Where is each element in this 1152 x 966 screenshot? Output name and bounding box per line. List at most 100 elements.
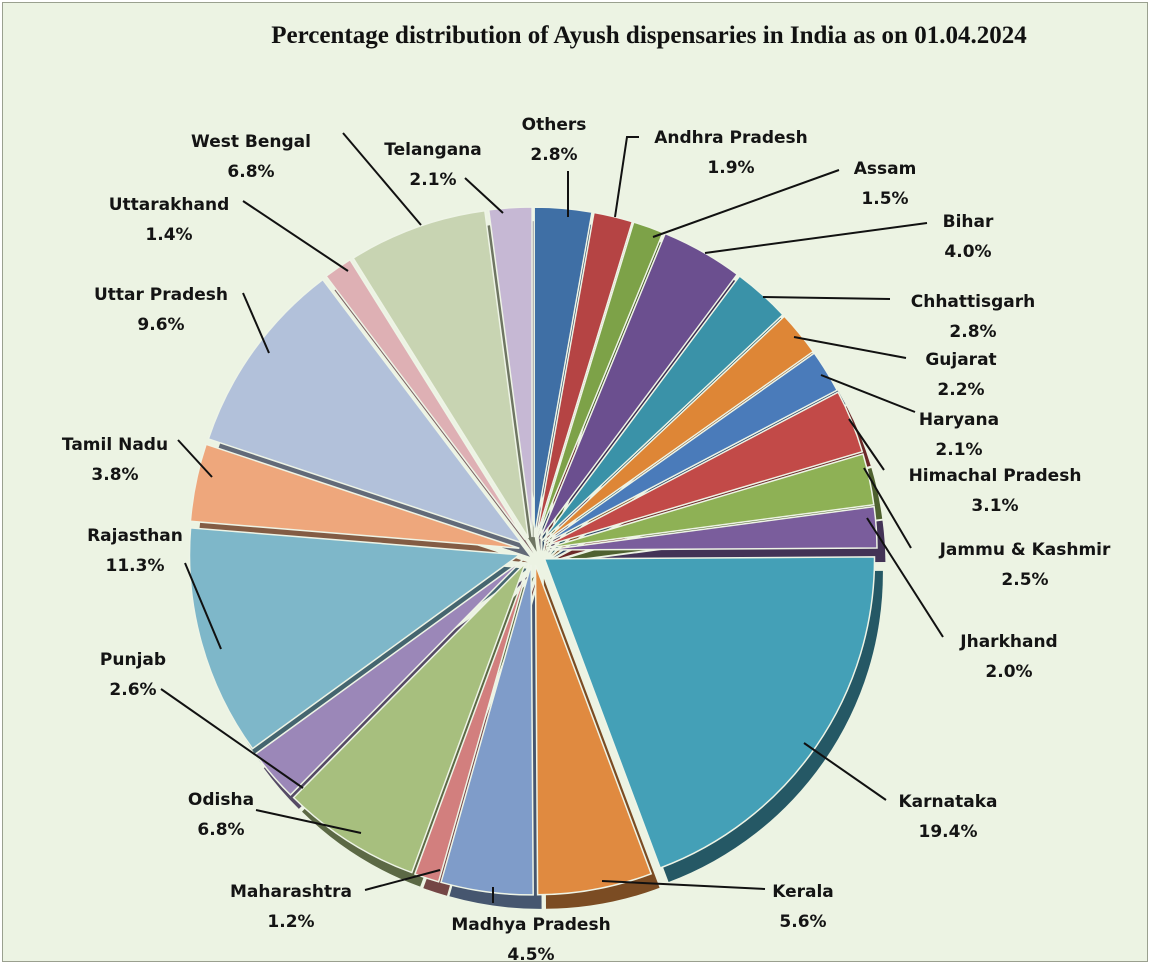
slice-value-assam: 1.5%: [861, 189, 908, 209]
slice-label-bihar: Bihar: [943, 212, 994, 232]
slice-label-kerala: Kerala: [772, 882, 834, 902]
slice-odisha[interactable]: [292, 562, 527, 874]
data-label-west-bengal: West Bengal 6.8%: [191, 132, 311, 182]
data-label-karnataka: Karnataka 19.4%: [899, 792, 998, 842]
slice-label-uttar-pradesh: Uttar Pradesh: [94, 285, 228, 305]
pie-chart: Percentage distribution of Ayush dispens…: [62, 22, 1111, 963]
slice-label-uttarakhand: Uttarakhand: [109, 195, 230, 215]
leader-line-tamil-nadu: [177, 439, 213, 478]
slice-label-maharashtra: Maharashtra: [230, 882, 352, 902]
leader-line-chhattisgarh: [762, 296, 891, 300]
slice-karnataka[interactable]: [543, 556, 876, 869]
leader-line-karnataka: [803, 742, 887, 801]
slice-value-gujarat: 2.2%: [937, 380, 984, 400]
slice-value-kerala: 5.6%: [779, 912, 826, 932]
slice-label-tamil-nadu: Tamil Nadu: [62, 435, 168, 455]
leader-line-odisha: [255, 809, 362, 834]
data-label-madhya-pradesh: Madhya Pradesh 4.5%: [451, 915, 610, 963]
slice-label-telangana: Telangana: [384, 140, 481, 160]
slice-label-odisha: Odisha: [188, 790, 254, 810]
slice-label-others: Others: [522, 115, 587, 135]
leader-line-uttarakhand: [242, 200, 349, 272]
label-layer: Others 2.8% Andhra Pradesh 1.9% Assam 1.5% Bih…: [62, 115, 1111, 963]
leader-line-andhra-pradesh: [614, 136, 639, 218]
slice-value-karnataka: 19.4%: [919, 822, 978, 842]
slice-value-uttarakhand: 1.4%: [145, 225, 192, 245]
data-label-rajasthan: Rajasthan 11.3%: [87, 526, 183, 576]
slice-label-punjab: Punjab: [100, 650, 166, 670]
slice-others[interactable]: [533, 206, 593, 538]
slice-telangana[interactable]: [487, 206, 533, 538]
data-label-jharkhand: Jharkhand 2.0%: [959, 632, 1057, 682]
data-label-jammu-kashmir: Jammu & Kashmir 2.5%: [939, 540, 1111, 590]
data-label-tamil-nadu: Tamil Nadu 3.8%: [62, 435, 168, 485]
slice-maharashtra[interactable]: [413, 564, 530, 883]
slice-value-rajasthan: 11.3%: [106, 556, 165, 576]
slice-tamil-nadu[interactable]: [189, 443, 520, 549]
slice-value-jammu-kashmir: 2.5%: [1001, 570, 1048, 590]
leader-line-kerala: [601, 880, 766, 890]
slice-uttarakhand[interactable]: [325, 258, 526, 540]
leader-line-uttar-pradesh: [242, 292, 270, 354]
data-label-haryana: Haryana 2.1%: [919, 410, 999, 460]
slice-label-himachal-pradesh: Himachal Pradesh: [909, 466, 1082, 486]
slice-label-madhya-pradesh: Madhya Pradesh: [451, 915, 610, 935]
slice-value-west-bengal: 6.8%: [227, 162, 274, 182]
data-label-others: Others 2.8%: [522, 115, 587, 165]
slice-label-jammu-kashmir: Jammu & Kashmir: [939, 540, 1111, 560]
slice-label-gujarat: Gujarat: [925, 350, 996, 370]
slice-label-haryana: Haryana: [919, 410, 999, 430]
slice-gujarat[interactable]: [543, 315, 815, 543]
slice-value-odisha: 6.8%: [197, 820, 244, 840]
leader-line-himachal-pradesh: [848, 418, 885, 471]
data-label-chhattisgarh: Chhattisgarh 2.8%: [911, 292, 1035, 342]
slice-value-others: 2.8%: [530, 145, 577, 165]
leader-line-telangana: [464, 177, 504, 214]
slice-value-telangana: 2.1%: [409, 170, 456, 190]
slice-chhattisgarh[interactable]: [541, 274, 784, 542]
slice-label-assam: Assam: [854, 159, 917, 179]
slice-value-punjab: 2.6%: [109, 680, 156, 700]
slice-label-karnataka: Karnataka: [899, 792, 998, 812]
slice-andhra-pradesh[interactable]: [535, 211, 634, 538]
leader-line-punjab: [160, 688, 304, 789]
slice-layer: [188, 206, 878, 896]
slice-value-madhya-pradesh: 4.5%: [507, 945, 554, 963]
slice-haryana[interactable]: [544, 352, 839, 545]
leader-line-haryana: [820, 374, 916, 413]
leader-line-rajasthan: [184, 562, 222, 650]
slice-label-chhattisgarh: Chhattisgarh: [911, 292, 1035, 312]
leader-line-assam: [652, 169, 840, 238]
slice-label-andhra-pradesh: Andhra Pradesh: [654, 128, 808, 148]
slice-jharkhand[interactable]: [546, 505, 878, 551]
slice-value-uttar-pradesh: 9.6%: [137, 315, 184, 335]
slice-label-rajasthan: Rajasthan: [87, 526, 183, 546]
leader-line-layer: [160, 132, 944, 903]
slice-madhya-pradesh[interactable]: [440, 564, 534, 896]
data-label-odisha: Odisha 6.8%: [188, 790, 254, 840]
data-label-gujarat: Gujarat 2.2%: [925, 350, 996, 400]
leader-line-jammu-kashmir: [863, 467, 912, 549]
slice-value-andhra-pradesh: 1.9%: [707, 158, 754, 178]
data-label-telangana: Telangana 2.1%: [384, 140, 481, 190]
slice-kerala[interactable]: [534, 564, 653, 896]
data-label-himachal-pradesh: Himachal Pradesh 3.1%: [909, 466, 1082, 516]
slice-value-tamil-nadu: 3.8%: [91, 465, 138, 485]
slice-value-maharashtra: 1.2%: [267, 912, 314, 932]
slice-value-himachal-pradesh: 3.1%: [971, 496, 1018, 516]
leader-line-gujarat: [793, 336, 907, 359]
data-label-maharashtra: Maharashtra 1.2%: [230, 882, 352, 932]
data-label-uttarakhand: Uttarakhand 1.4%: [109, 195, 230, 245]
slice-label-west-bengal: West Bengal: [191, 132, 311, 152]
slice-rajasthan[interactable]: [188, 527, 522, 750]
slice-uttar-pradesh[interactable]: [207, 278, 524, 545]
slice-value-bihar: 4.0%: [944, 242, 991, 262]
slice-west-bengal[interactable]: [352, 209, 530, 539]
slice-value-haryana: 2.1%: [935, 440, 982, 460]
leader-line-jharkhand: [866, 517, 944, 638]
data-label-punjab: Punjab 2.6%: [100, 650, 166, 700]
slice-value-jharkhand: 2.0%: [985, 662, 1032, 682]
leader-line-west-bengal: [342, 132, 422, 226]
data-label-uttar-pradesh: Uttar Pradesh 9.6%: [94, 285, 228, 335]
leader-line-bihar: [704, 222, 928, 254]
